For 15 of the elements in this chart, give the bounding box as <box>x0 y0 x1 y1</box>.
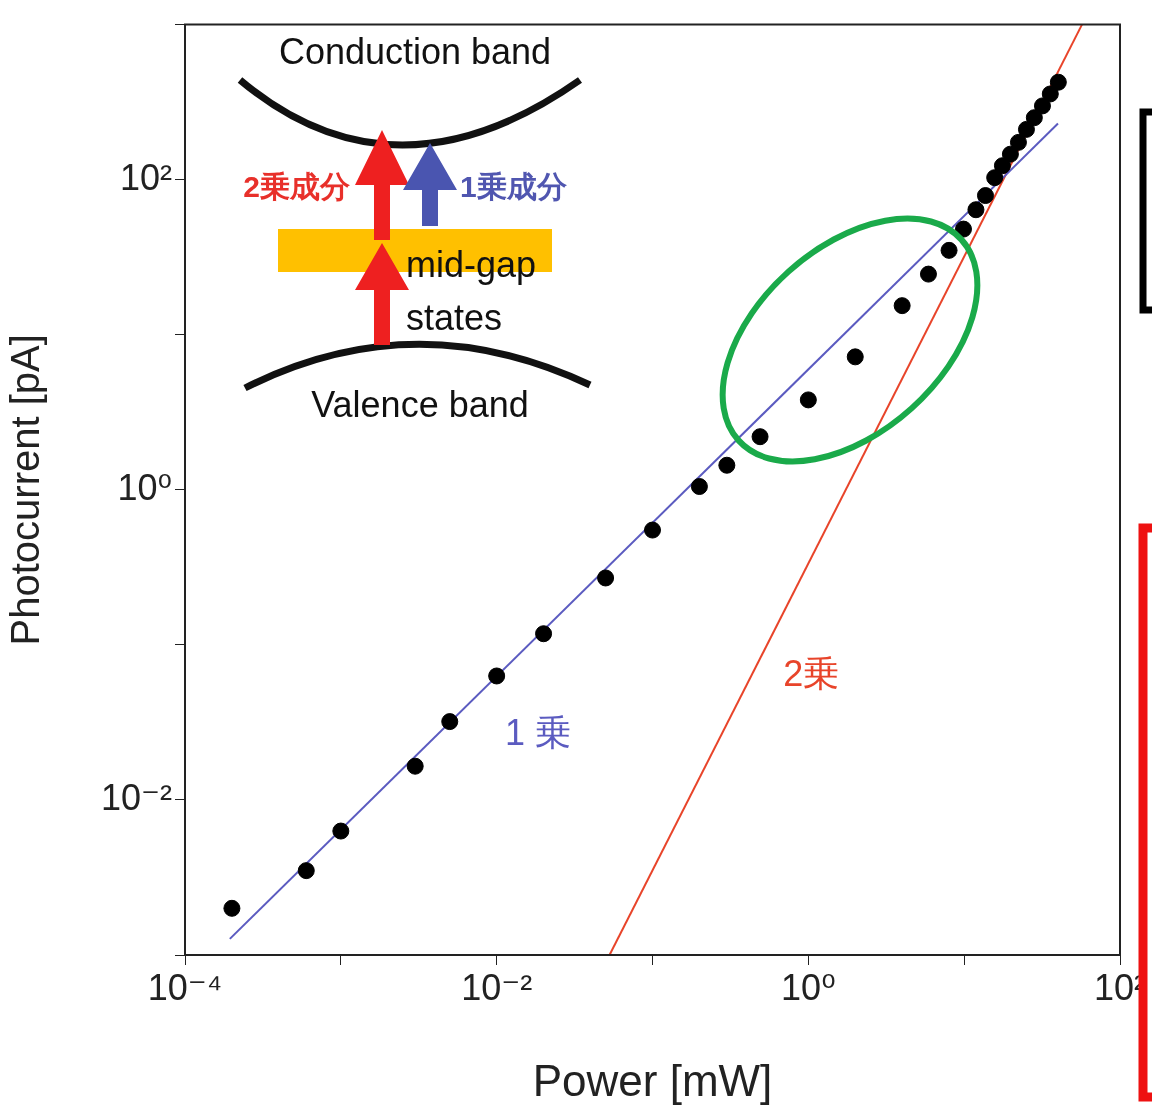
x-tick-label: 10⁻⁴ <box>147 966 223 1008</box>
y-tick-label: 10⁰ <box>117 466 172 508</box>
y-tick-label: 10⁻² <box>100 776 172 818</box>
x-tick-label: 10⁰ <box>781 966 836 1008</box>
x-tick-label: 10⁻² <box>461 966 533 1008</box>
y-tick-label: 10² <box>119 156 173 198</box>
series-label: 2乗 <box>783 652 840 694</box>
annotation: 2乗成分 <box>243 170 350 203</box>
annotation: 1乗成分 <box>460 170 567 203</box>
annotation: states <box>406 297 503 338</box>
annotation: Valence band <box>311 384 529 425</box>
series-label: 1 乗 <box>504 712 571 754</box>
y-axis-title: Photocurrent [pA] <box>3 334 48 646</box>
annotation: Conduction band <box>278 31 552 72</box>
x-axis-title: Power [mW] <box>532 1055 773 1105</box>
